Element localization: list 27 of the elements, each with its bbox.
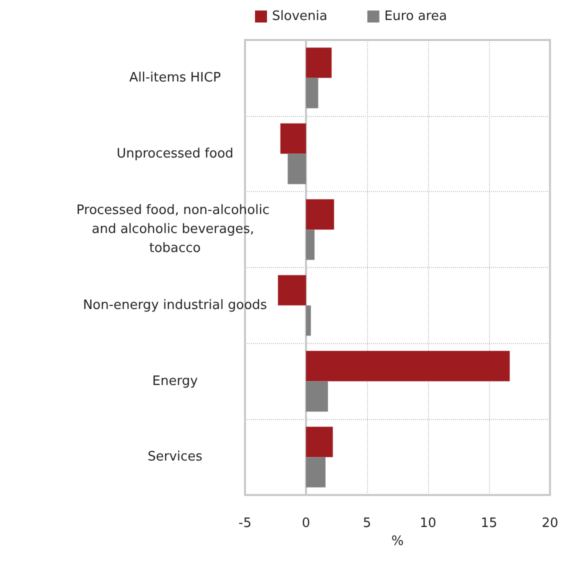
y-tick-label: Non-energy industrial goods xyxy=(82,298,268,313)
bar xyxy=(306,78,318,108)
x-tick-label: 15 xyxy=(480,516,498,531)
bar xyxy=(306,350,510,382)
x-axis-title: % xyxy=(391,534,404,549)
x-tick-label: 20 xyxy=(542,516,558,531)
bar xyxy=(306,457,326,488)
bar xyxy=(306,426,333,458)
bar xyxy=(306,305,311,336)
bar xyxy=(306,381,328,412)
bar xyxy=(306,230,315,260)
y-tick-label: Energy xyxy=(152,374,198,389)
y-tick-label: Unprocessed food xyxy=(116,146,234,162)
bar xyxy=(306,48,332,78)
y-tick-label: All-items HICP xyxy=(129,70,221,86)
x-tick-label: 10 xyxy=(420,516,436,531)
legend-label: Euro area xyxy=(384,9,447,24)
y-tick-label: Services xyxy=(148,450,203,465)
legend-label: Slovenia xyxy=(272,9,328,24)
bar xyxy=(288,154,306,184)
bar xyxy=(280,123,306,154)
x-tick-label: -5 xyxy=(238,516,252,531)
y-tick-label: Processed food, non-alcoholic and alcoholic beverages, tobacco xyxy=(76,203,274,256)
x-tick-label: 0 xyxy=(302,516,310,531)
bar xyxy=(306,199,334,230)
bar xyxy=(278,275,306,306)
x-tick-label: 5 xyxy=(362,516,372,531)
